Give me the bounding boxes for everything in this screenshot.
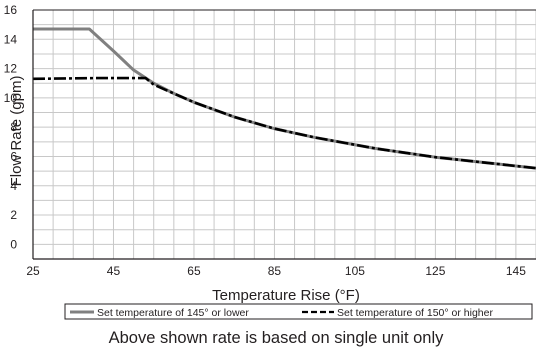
y-tick-labels: 0 2 4 6 8 10 12 14 16 (4, 3, 18, 251)
footnote: Above shown rate is based on single unit… (109, 329, 445, 347)
x-tick-labels: 25 45 65 85 105 125 145 (26, 264, 526, 278)
y-tick-label: 6 (10, 149, 17, 163)
y-axis-title: Flow Rate (gpm) (8, 76, 25, 187)
y-tick-label: 2 (10, 208, 17, 222)
x-tick-label: 145 (506, 264, 526, 278)
y-tick-label: 16 (4, 3, 18, 17)
series-lines (32, 27, 536, 170)
legend-label-series-2: Set temperature of 150° or higher (337, 307, 493, 319)
y-tick-label: 14 (4, 32, 18, 46)
axes (32, 9, 536, 260)
x-tick-label: 125 (425, 264, 445, 278)
x-tick-label: 65 (187, 264, 201, 278)
x-tick-label: 25 (26, 264, 40, 278)
y-tick-label: 8 (10, 120, 17, 134)
x-axis-title: Temperature Rise (°F) (212, 287, 360, 304)
y-tick-label: 12 (4, 62, 18, 76)
x-tick-label: 105 (345, 264, 365, 278)
legend-box (64, 303, 533, 320)
x-tick-label: 45 (107, 264, 121, 278)
legend-label-series-1: Set temperature of 145° or lower (97, 307, 249, 319)
y-tick-label: 10 (4, 91, 18, 105)
y-tick-label: 0 (10, 237, 17, 251)
x-tick-label: 85 (268, 264, 282, 278)
y-tick-label: 4 (10, 179, 17, 193)
legend: Set temperature of 145° or lower Set tem… (64, 303, 533, 320)
series-line-2 (32, 76, 536, 170)
plot-area-background (33, 10, 536, 259)
